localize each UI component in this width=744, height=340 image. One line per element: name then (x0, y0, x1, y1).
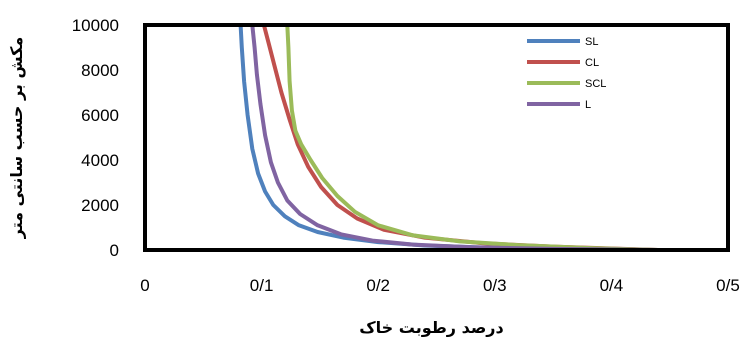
y-tick-label: 10000 (72, 16, 119, 35)
plot-area-border (143, 23, 730, 252)
y-axis-ticks: 0 2000 4000 6000 8000 10000 (72, 16, 119, 260)
y-tick-label: 6000 (81, 106, 119, 125)
x-tick-label: 0/5 (716, 276, 740, 295)
x-axis-title: درصد رطوبت خاک (359, 318, 503, 337)
x-tick-label: 0/1 (250, 276, 274, 295)
legend-label-sl: SL (585, 36, 598, 48)
legend-label-cl: CL (585, 57, 599, 69)
legend-label-scl: SCL (585, 78, 606, 90)
y-tick-label: 0 (110, 241, 119, 260)
x-tick-label: 0 (140, 276, 149, 295)
legend: SL CL SCL L (527, 36, 606, 111)
y-tick-label: 2000 (81, 196, 119, 215)
x-tick-label: 0/3 (483, 276, 507, 295)
y-tick-label: 4000 (81, 151, 119, 170)
series-line-scl (285, 24, 659, 252)
x-tick-label: 0/4 (600, 276, 624, 295)
legend-label-l: L (585, 99, 591, 111)
x-axis-ticks: 0 0/1 0/2 0/3 0/4 0/5 (140, 276, 740, 295)
y-tick-label: 8000 (81, 61, 119, 80)
x-tick-label: 0/2 (366, 276, 390, 295)
y-axis-title: مکش بر حسب سانتی متر (7, 37, 26, 240)
series-line-l (250, 24, 659, 252)
series-group (238, 24, 659, 252)
